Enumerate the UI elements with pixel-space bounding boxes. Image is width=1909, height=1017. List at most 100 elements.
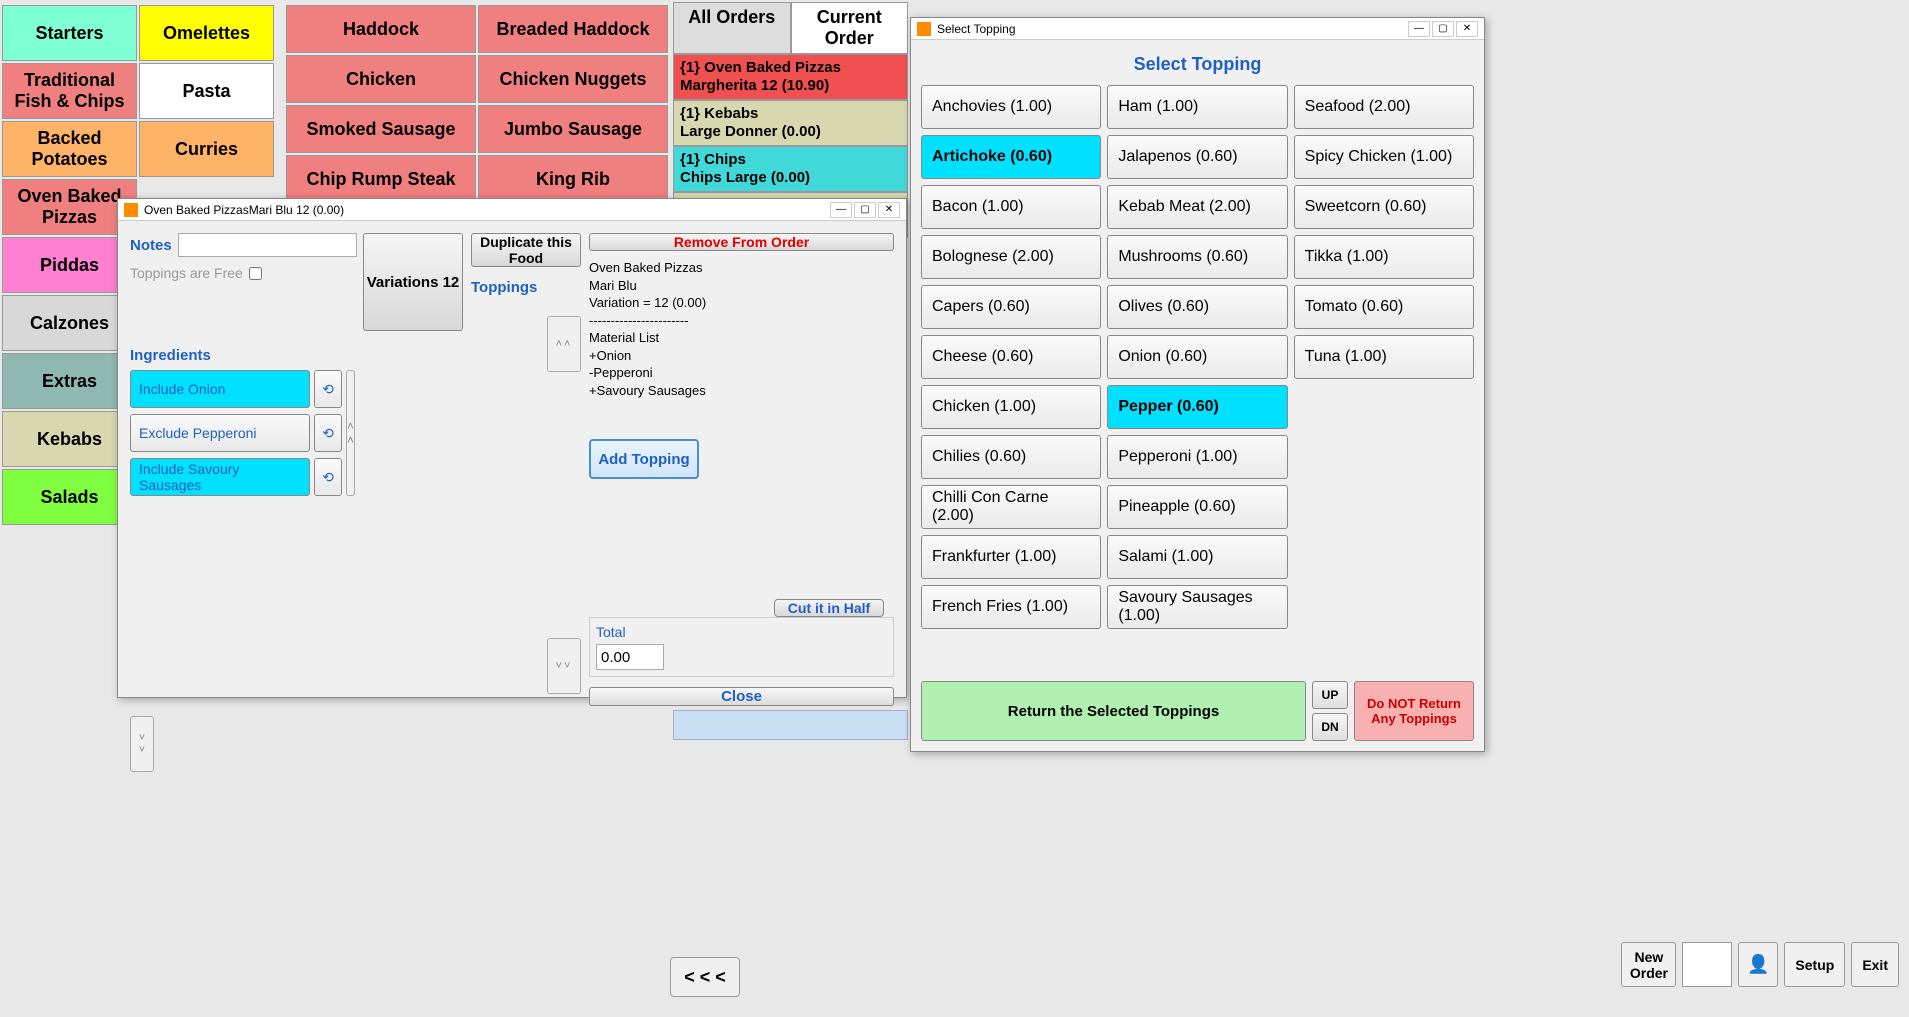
food-button[interactable]: Chicken Nuggets: [478, 55, 668, 103]
food-info-pane: Oven Baked PizzasMari BluVariation = 12 …: [589, 259, 894, 399]
category-button[interactable]: Traditional Fish & Chips: [2, 63, 137, 119]
food-grid: HaddockBreaded HaddockChickenChicken Nug…: [286, 5, 668, 203]
minimize-icon[interactable]: —: [830, 202, 852, 218]
back-button[interactable]: < < <: [670, 957, 740, 997]
toppings-up-button[interactable]: UP: [1312, 681, 1348, 709]
topping-button[interactable]: Tuna (1.00): [1294, 335, 1474, 379]
toppings-free-label: Toppings are Free: [130, 265, 243, 281]
close-icon[interactable]: ✕: [1456, 21, 1478, 37]
toppings-scroll-down[interactable]: ˅˅: [547, 638, 581, 694]
close-button[interactable]: Close: [589, 687, 894, 706]
topping-button[interactable]: Tikka (1.00): [1294, 235, 1474, 279]
duplicate-button[interactable]: Duplicate this Food: [471, 233, 581, 267]
setup-button[interactable]: Setup: [1784, 942, 1845, 987]
ingredient-swap-icon[interactable]: ⟲: [314, 414, 342, 452]
topping-dialog-window-title: Select Topping: [937, 22, 1016, 36]
ingredient-item[interactable]: Include Savoury Sausages: [130, 458, 310, 496]
toppings-header: Toppings: [471, 279, 581, 296]
toppings-free-checkbox[interactable]: [249, 267, 262, 280]
topping-dialog-title: Select Topping: [911, 40, 1484, 85]
food-button[interactable]: Chip Rump Steak: [286, 155, 476, 203]
topping-dialog-titlebar: Select Topping — ▢ ✕: [911, 18, 1484, 40]
category-button[interactable]: Pasta: [139, 63, 274, 119]
food-editor-dialog: Oven Baked PizzasMari Blu 12 (0.00) — ▢ …: [117, 198, 907, 698]
topping-button[interactable]: Bolognese (2.00): [921, 235, 1101, 279]
dialog-title: Oven Baked PizzasMari Blu 12 (0.00): [144, 203, 344, 217]
ingredient-item[interactable]: Include Onion: [130, 370, 310, 408]
toppings-dn-button[interactable]: DN: [1312, 713, 1348, 741]
food-button[interactable]: Jumbo Sausage: [478, 105, 668, 153]
new-order-button[interactable]: New Order: [1621, 942, 1676, 987]
category-button[interactable]: Omelettes: [139, 5, 274, 61]
topping-button[interactable]: Spicy Chicken (1.00): [1294, 135, 1474, 179]
topping-button[interactable]: Anchovies (1.00): [921, 85, 1101, 129]
topping-button[interactable]: Pineapple (0.60): [1107, 485, 1287, 529]
notes-label: Notes: [130, 237, 172, 254]
ingredient-item[interactable]: Exclude Pepperoni: [130, 414, 310, 452]
remove-from-order-button[interactable]: Remove From Order: [589, 233, 894, 251]
category-button[interactable]: Curries: [139, 121, 274, 177]
return-toppings-button[interactable]: Return the Selected Toppings: [921, 681, 1306, 741]
add-topping-button[interactable]: Add Topping: [589, 439, 699, 479]
no-return-toppings-button[interactable]: Do NOT Return Any Toppings: [1354, 681, 1474, 741]
ingredient-swap-icon[interactable]: ⟲: [314, 458, 342, 496]
topping-grid: Anchovies (1.00)Ham (1.00)Seafood (2.00)…: [911, 85, 1484, 629]
topping-button[interactable]: Chilli Con Carne (2.00): [921, 485, 1101, 529]
topping-button[interactable]: Seafood (2.00): [1294, 85, 1474, 129]
topping-button[interactable]: Salami (1.00): [1107, 535, 1287, 579]
user-icon: 👤: [1747, 954, 1769, 975]
ingredients-scroll-up[interactable]: ˄˄: [346, 370, 355, 496]
food-button[interactable]: Smoked Sausage: [286, 105, 476, 153]
topping-button[interactable]: Ham (1.00): [1107, 85, 1287, 129]
maximize-icon[interactable]: ▢: [1432, 21, 1454, 37]
total-label: Total: [596, 624, 887, 640]
user-icon-button[interactable]: 👤: [1738, 942, 1778, 987]
ingredients-list: Include Onion⟲Exclude Pepperoni⟲Include …: [130, 370, 342, 496]
topping-button[interactable]: Cheese (0.60): [921, 335, 1101, 379]
topping-button[interactable]: Olives (0.60): [1107, 285, 1287, 329]
topping-button[interactable]: Pepper (0.60): [1107, 385, 1287, 429]
topping-button[interactable]: Sweetcorn (0.60): [1294, 185, 1474, 229]
topping-button[interactable]: Jalapenos (0.60): [1107, 135, 1287, 179]
topping-button[interactable]: Capers (0.60): [921, 285, 1101, 329]
topping-button[interactable]: Pepperoni (1.00): [1107, 435, 1287, 479]
variations-button[interactable]: Variations 12: [363, 233, 463, 331]
minimize-icon[interactable]: —: [1408, 21, 1430, 37]
ingredients-scroll-down[interactable]: ˅˅: [130, 716, 154, 772]
footer-input[interactable]: [1682, 942, 1732, 987]
notes-input[interactable]: [178, 233, 357, 257]
cut-in-half-button[interactable]: Cut it in Half: [774, 599, 884, 617]
tab-all-orders[interactable]: All Orders: [673, 2, 791, 54]
order-item[interactable]: {1} KebabsLarge Donner (0.00): [673, 100, 908, 146]
order-item[interactable]: {1} ChipsChips Large (0.00): [673, 146, 908, 192]
topping-button[interactable]: Tomato (0.60): [1294, 285, 1474, 329]
close-icon[interactable]: ✕: [878, 202, 900, 218]
topping-button[interactable]: Chicken (1.00): [921, 385, 1101, 429]
total-input[interactable]: [596, 644, 664, 670]
maximize-icon[interactable]: ▢: [854, 202, 876, 218]
toppings-scroll-up[interactable]: ˄˄: [547, 316, 581, 372]
category-button[interactable]: Backed Potatoes: [2, 121, 137, 177]
tab-current-order[interactable]: Current Order: [791, 2, 909, 54]
food-button[interactable]: King Rib: [478, 155, 668, 203]
topping-button[interactable]: Mushrooms (0.60): [1107, 235, 1287, 279]
ingredient-swap-icon[interactable]: ⟲: [314, 370, 342, 408]
food-button[interactable]: Haddock: [286, 5, 476, 53]
exit-button[interactable]: Exit: [1851, 942, 1899, 987]
app-icon: [124, 203, 138, 217]
select-topping-dialog: Select Topping — ▢ ✕ Select Topping Anch…: [910, 17, 1485, 752]
topping-button[interactable]: Chilies (0.60): [921, 435, 1101, 479]
topping-button[interactable]: Bacon (1.00): [921, 185, 1101, 229]
topping-button[interactable]: Savoury Sausages (1.00): [1107, 585, 1287, 629]
order-item[interactable]: {1} Oven Baked PizzasMargherita 12 (10.9…: [673, 54, 908, 100]
topping-button[interactable]: Frankfurter (1.00): [921, 535, 1101, 579]
category-button[interactable]: Starters: [2, 5, 137, 61]
dialog-titlebar: Oven Baked PizzasMari Blu 12 (0.00) — ▢ …: [118, 199, 906, 221]
topping-button[interactable]: Kebab Meat (2.00): [1107, 185, 1287, 229]
topping-button[interactable]: French Fries (1.00): [921, 585, 1101, 629]
footer: < < < New Order 👤 Setup Exit: [0, 957, 1909, 1007]
food-button[interactable]: Chicken: [286, 55, 476, 103]
topping-button[interactable]: Artichoke (0.60): [921, 135, 1101, 179]
topping-button[interactable]: Onion (0.60): [1107, 335, 1287, 379]
food-button[interactable]: Breaded Haddock: [478, 5, 668, 53]
